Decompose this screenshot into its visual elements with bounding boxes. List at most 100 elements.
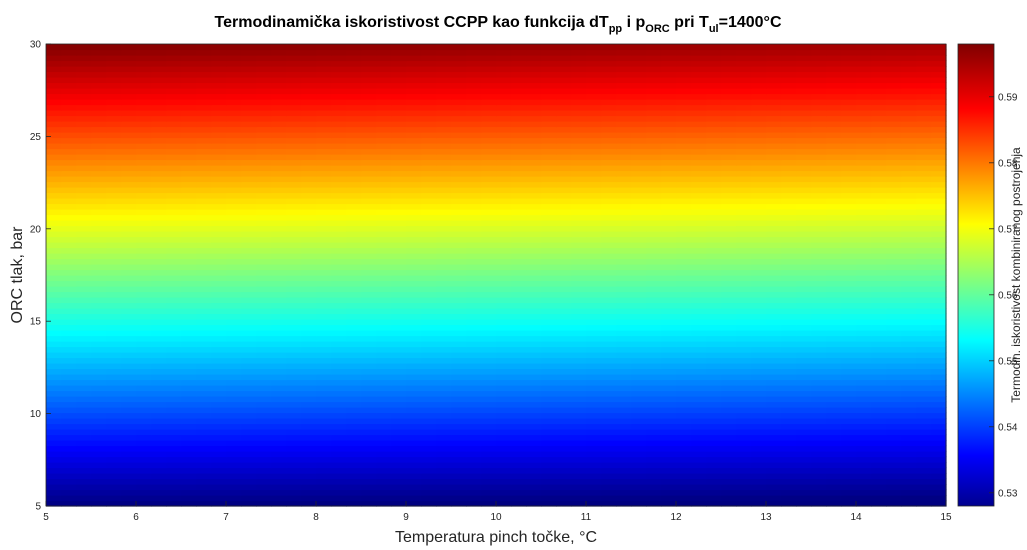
heatmap-cell [556,82,572,89]
heatmap-cell [511,280,527,287]
heatmap-cell [496,209,512,216]
heatmap-cell [691,467,707,474]
heatmap-cell [451,55,467,62]
heatmap-cell [76,264,92,271]
heatmap-cell [316,319,332,326]
heatmap-cell [541,49,557,56]
heatmap-cell [541,170,557,177]
heatmap-cell [391,220,407,227]
heatmap-cell [271,60,287,67]
heatmap-cell [346,313,362,320]
heatmap-cell [631,115,647,122]
heatmap-cell [526,467,542,474]
heatmap-cell [256,132,272,139]
heatmap-cell [121,93,137,100]
heatmap-cell [646,280,662,287]
heatmap-cell [391,335,407,342]
heatmap-cell [781,341,797,348]
heatmap-cell [91,115,107,122]
heatmap-cell [661,335,677,342]
heatmap-cell [916,137,932,144]
heatmap-cell [346,231,362,238]
heatmap-cell [376,82,392,89]
heatmap-cell [691,55,707,62]
heatmap-cell [466,319,482,326]
heatmap-cell [136,165,152,172]
heatmap-cell [256,330,272,337]
heatmap-cell [916,236,932,243]
heatmap-cell [196,71,212,78]
heatmap-cell [196,352,212,359]
heatmap-cell [826,82,842,89]
heatmap-cell [376,132,392,139]
heatmap-cell [616,203,632,210]
heatmap-cell [361,368,377,375]
heatmap-cell [136,137,152,144]
heatmap-cell [151,423,167,430]
heatmap-cell [811,154,827,161]
heatmap-cell [931,99,947,106]
heatmap-cell [556,187,572,194]
heatmap-cell [376,198,392,205]
heatmap-cell [106,165,122,172]
heatmap-cell [691,143,707,150]
heatmap-cell [241,49,257,56]
heatmap-cell [346,418,362,425]
heatmap-cell [526,137,542,144]
chart-title-mid-p: i p [622,14,645,31]
heatmap-cell [436,297,452,304]
heatmap-cell [316,445,332,452]
heatmap-cell [931,280,947,287]
heatmap-cell [706,187,722,194]
heatmap-cell [586,154,602,161]
heatmap-cell [376,247,392,254]
heatmap-cell [631,269,647,276]
heatmap-cell [151,93,167,100]
heatmap-cell [496,231,512,238]
heatmap-cell [781,203,797,210]
heatmap-cell [166,82,182,89]
heatmap-cell [496,280,512,287]
heatmap-cell [931,192,947,199]
heatmap-cell [526,396,542,403]
heatmap-cell [676,269,692,276]
heatmap-cell [391,357,407,364]
heatmap-cell [661,407,677,414]
heatmap-cell [436,88,452,95]
heatmap-cell [106,242,122,249]
heatmap-cell [121,396,137,403]
heatmap-cell [646,363,662,370]
heatmap-cell [61,302,77,309]
heatmap-cell [676,467,692,474]
heatmap-cell [721,225,737,232]
heatmap-cell [661,71,677,78]
heatmap-cell [331,330,347,337]
heatmap-cell [286,352,302,359]
heatmap-cell [451,390,467,397]
heatmap-cell [931,242,947,249]
heatmap-cell [511,330,527,337]
heatmap-cell [466,374,482,381]
heatmap-cell [841,407,857,414]
heatmap-cell [541,313,557,320]
heatmap-cell [571,451,587,458]
heatmap-cell [901,335,917,342]
heatmap-cell [331,500,347,507]
heatmap-cell [676,379,692,386]
heatmap-cell [706,77,722,84]
heatmap-cell [871,60,887,67]
heatmap-cell [196,269,212,276]
heatmap-cell [541,280,557,287]
heatmap-cell [691,220,707,227]
heatmap-cell [721,203,737,210]
heatmap-cell [46,49,62,56]
heatmap-cell [766,280,782,287]
heatmap-cell [556,236,572,243]
heatmap-cell [286,330,302,337]
heatmap-cell [541,209,557,216]
heatmap-cell [421,77,437,84]
heatmap-cell [136,335,152,342]
heatmap-cell [676,115,692,122]
heatmap-cell [601,258,617,265]
heatmap-cell [796,341,812,348]
